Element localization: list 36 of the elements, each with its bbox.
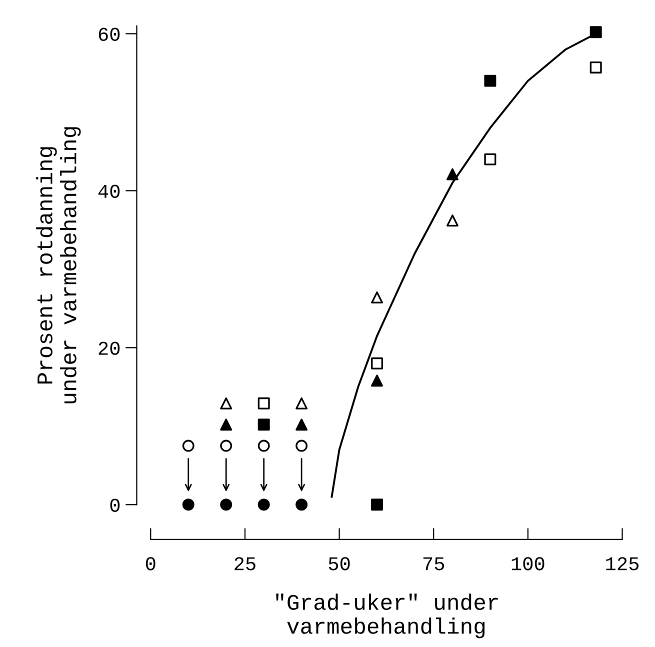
point [296,498,308,511]
point [296,440,308,452]
y-tick-label: 20 [98,342,120,355]
point [590,61,602,74]
point [258,440,270,452]
x-tick-label: 25 [234,557,256,570]
point [258,418,270,431]
point [446,214,458,227]
x-tick-label: 100 [512,557,544,570]
point [182,440,194,452]
y-tick-label: 0 [110,498,120,512]
point [296,418,308,431]
y-axis-title: Prosent rotdanning under varmebehandling [36,127,81,404]
point [220,418,232,431]
point [296,397,308,410]
point [371,291,384,304]
y-tick-label: 40 [98,184,120,198]
point [258,397,270,410]
point [484,153,496,166]
x-tick-label: 0 [146,557,156,570]
point [258,498,270,511]
x-axis-title: "Grad-uker" under varmebehandling [276,594,498,638]
point [484,74,496,87]
point [371,374,384,387]
point [220,498,232,511]
point [446,168,458,180]
point [590,26,602,38]
point [371,357,384,370]
x-tick-label: 50 [328,557,350,570]
point [182,498,194,511]
x-tick-label: 125 [606,557,639,570]
point [220,440,232,452]
point [371,498,384,511]
y-tick-label: 60 [98,28,120,41]
x-tick-label: 75 [423,557,444,570]
point [220,397,232,410]
